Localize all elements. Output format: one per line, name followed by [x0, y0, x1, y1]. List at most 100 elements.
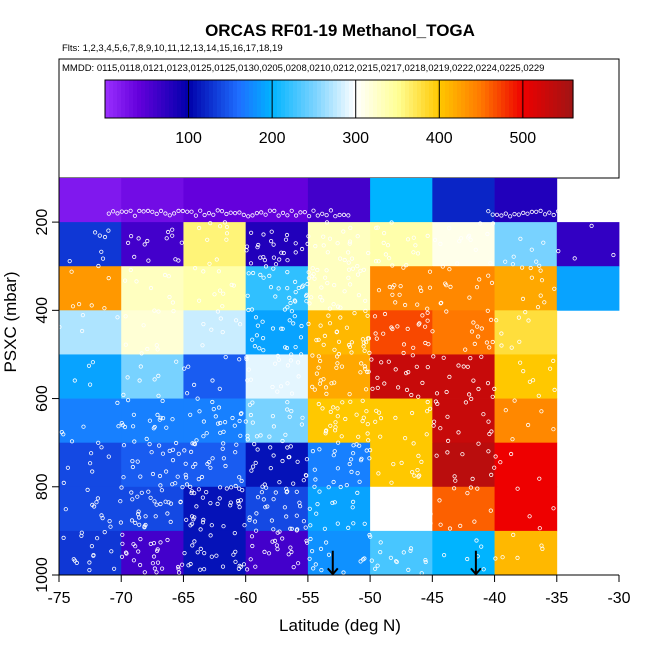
sample-point	[250, 543, 255, 549]
sample-point	[358, 370, 363, 375]
sample-point	[525, 422, 531, 428]
sample-point	[202, 212, 207, 218]
sample-point	[218, 316, 223, 321]
sample-point	[217, 288, 223, 293]
sample-point	[319, 285, 324, 290]
sample-point	[317, 447, 322, 452]
sample-point	[143, 514, 148, 519]
sample-point	[415, 251, 421, 256]
sample-point	[250, 213, 255, 218]
sample-point	[174, 359, 179, 364]
sample-point	[109, 549, 114, 554]
sample-point	[192, 515, 197, 520]
sample-point	[229, 485, 234, 490]
sample-point	[312, 276, 317, 281]
sample-point	[275, 353, 280, 358]
sample-point	[499, 343, 504, 348]
sample-point	[469, 329, 475, 334]
sample-point	[280, 210, 286, 215]
sample-point	[242, 523, 247, 528]
sample-point	[189, 514, 195, 519]
sample-point	[197, 409, 202, 414]
sample-point	[503, 408, 508, 413]
sample-point	[332, 500, 337, 505]
sample-point	[268, 445, 273, 450]
sample-point	[406, 369, 411, 375]
sample-point	[209, 327, 214, 332]
sample-point	[155, 347, 160, 352]
sample-point	[243, 419, 248, 424]
sample-point	[420, 313, 425, 318]
colorbar-segment	[453, 80, 458, 118]
sample-point	[335, 440, 341, 445]
sample-point	[129, 490, 134, 495]
sample-point	[182, 366, 187, 371]
sample-point	[366, 438, 371, 443]
sample-point	[153, 514, 158, 519]
heatmap-cell	[307, 530, 371, 576]
sample-point	[271, 266, 276, 271]
sample-point	[148, 285, 154, 291]
sample-point	[241, 212, 246, 217]
sample-point	[213, 414, 218, 419]
heatmap-cell	[494, 178, 558, 223]
colorbar-segment	[405, 80, 410, 118]
sample-point	[390, 326, 395, 332]
sample-point	[262, 257, 267, 263]
sample-point	[411, 497, 417, 502]
colorbar-segment	[297, 80, 302, 118]
colorbar-segment	[397, 80, 402, 118]
sample-point	[299, 422, 304, 427]
sample-point	[573, 208, 578, 213]
sample-point	[249, 230, 254, 235]
sample-point	[387, 284, 392, 290]
sample-point	[440, 264, 445, 269]
sample-point	[347, 391, 352, 397]
sample-point	[424, 432, 429, 437]
sample-point	[487, 431, 492, 437]
sample-point	[165, 511, 170, 516]
sample-point	[267, 208, 272, 213]
arrow-head	[327, 567, 339, 576]
sample-point	[329, 381, 334, 386]
sample-point	[340, 400, 345, 405]
sample-point	[261, 232, 266, 237]
sample-point	[239, 411, 244, 416]
sample-point	[177, 570, 182, 575]
sample-point	[307, 301, 312, 306]
sample-point	[391, 461, 396, 467]
sample-point	[147, 418, 152, 423]
sample-point	[479, 354, 484, 359]
sample-point	[361, 340, 366, 345]
sample-point	[486, 419, 491, 424]
colorbar-ticks: 100 200 300 400 500	[175, 80, 536, 147]
sample-point	[472, 341, 477, 346]
heatmap-cell	[370, 398, 433, 444]
sample-point	[529, 275, 535, 280]
sample-point	[238, 433, 243, 438]
sample-point	[451, 486, 457, 491]
sample-point	[186, 364, 191, 369]
sample-point	[373, 225, 379, 230]
sample-point	[333, 214, 338, 219]
sample-point	[402, 302, 408, 308]
sample-point	[192, 539, 197, 544]
sample-point	[305, 281, 310, 287]
sample-point	[452, 474, 457, 479]
sample-point	[180, 208, 185, 214]
sample-point	[255, 447, 260, 452]
sample-point	[327, 306, 332, 311]
sample-point	[221, 456, 226, 461]
sample-point	[517, 360, 523, 365]
sample-point	[257, 346, 262, 351]
sample-point	[378, 415, 384, 421]
sample-point	[338, 315, 343, 320]
sample-point	[133, 520, 138, 526]
sample-point	[302, 210, 307, 215]
colorbar-segment	[305, 80, 310, 118]
sample-point	[239, 478, 244, 483]
colorbar-segment	[253, 80, 258, 118]
sample-point	[310, 448, 315, 454]
sample-point	[419, 288, 424, 293]
sample-point	[537, 476, 542, 481]
